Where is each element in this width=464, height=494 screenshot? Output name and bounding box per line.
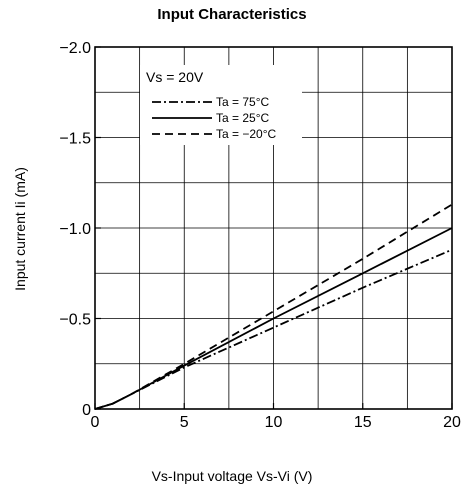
series-layer [94,203,453,410]
y-tick-label: 0 [82,402,91,419]
x-axis-label: Vs-Input voltage Vs-Vi (V) [151,468,313,484]
legend-label-1: Ta = 25°C [216,111,269,125]
x-tick-label: 20 [443,414,461,431]
legend-label-2: Ta = −20°C [216,127,277,141]
series-line-2 [94,203,453,410]
y-tick-label: −0.5 [59,312,91,329]
chart-title: Input Characteristics [157,6,307,23]
x-tick-label: 10 [265,414,283,431]
legend-title: Vs = 20V [146,69,204,85]
legend-label-0: Ta = 75°C [216,95,269,109]
y-tick-label: −2.0 [59,40,91,57]
axis-layer: 0 5 10 15 20 0 −0.5 −1.0 −1.5 −2.0 [59,40,461,431]
x-tick-label: 15 [354,414,372,431]
legend: Vs = 20V Ta = 75°C Ta = 25°C Ta = −20°C [140,65,302,145]
y-tick-label: −1.0 [59,221,91,238]
legend-background [140,65,302,145]
x-tick-label: 0 [91,414,100,431]
y-tick-label: −1.5 [59,131,91,148]
x-tick-label: 5 [180,414,189,431]
